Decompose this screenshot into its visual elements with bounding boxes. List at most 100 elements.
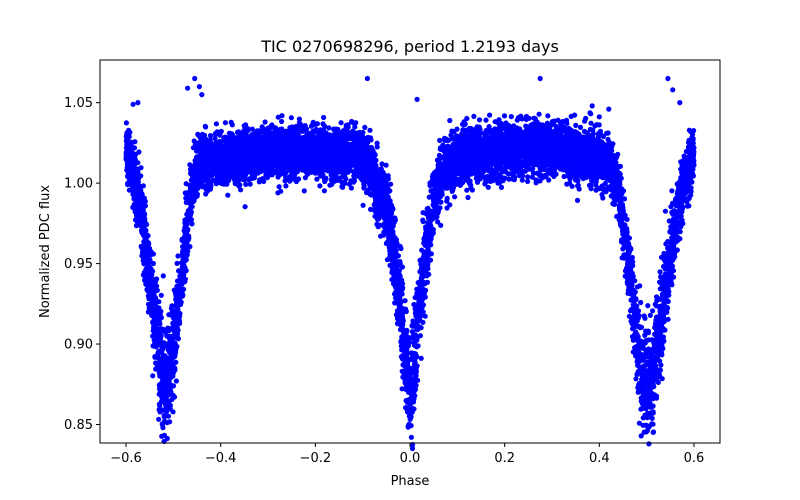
data-point: [573, 122, 579, 128]
data-point: [529, 174, 535, 180]
data-point: [485, 184, 491, 190]
data-point: [639, 373, 645, 379]
data-point: [447, 202, 453, 208]
data-point: [362, 124, 368, 130]
data-point: [381, 232, 387, 238]
data-point: [438, 222, 444, 228]
data-point: [360, 129, 366, 136]
data-point: [530, 170, 537, 176]
data-point: [508, 114, 514, 120]
data-point: [422, 313, 428, 319]
data-point: [173, 378, 179, 384]
data-point: [225, 192, 231, 198]
data-point: [290, 129, 296, 135]
data-point: [262, 119, 268, 125]
data-point: [282, 178, 288, 184]
data-point: [339, 179, 345, 185]
data-point: [582, 118, 588, 124]
data-point: [426, 194, 432, 200]
data-point: [226, 130, 232, 136]
data-point: [301, 188, 307, 194]
data-point: [388, 181, 394, 187]
data-point: [437, 137, 443, 143]
data-point: [600, 133, 607, 139]
data-point: [164, 435, 170, 442]
data-point: [483, 179, 489, 185]
data-point: [483, 117, 489, 123]
data-point: [360, 202, 366, 208]
data-point: [654, 294, 660, 300]
data-point: [275, 114, 281, 120]
data-point: [596, 122, 602, 128]
data-point: [519, 177, 525, 183]
data-point: [213, 121, 219, 127]
data-point: [663, 241, 669, 247]
data-point: [229, 122, 235, 128]
data-point: [326, 125, 332, 131]
data-point: [283, 174, 289, 180]
data-point: [688, 192, 694, 198]
data-point: [564, 181, 570, 187]
data-point: [276, 184, 282, 190]
data-point: [150, 260, 156, 267]
data-point: [156, 407, 162, 413]
data-point: [352, 124, 358, 130]
data-point: [657, 269, 663, 275]
data-points-layer: [123, 75, 697, 452]
data-point: [498, 184, 505, 190]
data-point: [283, 183, 289, 189]
data-point: [429, 177, 435, 184]
data-point: [374, 140, 380, 146]
data-point: [444, 198, 450, 204]
data-point: [212, 135, 218, 141]
data-point: [471, 113, 477, 119]
data-point: [638, 299, 644, 306]
data-point: [174, 260, 180, 266]
data-point: [246, 177, 252, 183]
data-point: [154, 287, 160, 293]
data-point: [650, 429, 656, 435]
data-point: [435, 219, 441, 225]
data-point: [638, 433, 644, 439]
data-point: [132, 139, 138, 145]
data-point: [242, 204, 248, 210]
data-point: [321, 188, 327, 194]
data-point: [329, 181, 335, 187]
data-point: [189, 221, 195, 227]
data-point: [278, 188, 284, 194]
data-point: [487, 112, 493, 118]
chart-title: TIC 0270698296, period 1.2193 days: [260, 37, 559, 56]
data-point: [368, 206, 374, 212]
data-point: [601, 187, 607, 193]
data-point: [533, 177, 539, 183]
data-point: [249, 126, 255, 132]
data-point: [592, 123, 598, 129]
data-point: [640, 415, 646, 421]
data-point: [279, 118, 285, 125]
data-point: [574, 197, 581, 203]
data-point: [348, 185, 354, 191]
data-point: [658, 362, 664, 368]
data-point: [501, 113, 508, 119]
data-point: [683, 198, 689, 204]
data-point: [658, 254, 665, 260]
data-point: [575, 178, 581, 184]
data-point: [662, 208, 669, 214]
data-point: [546, 177, 552, 183]
data-point: [420, 218, 426, 225]
data-point: [317, 183, 323, 189]
data-point: [593, 182, 599, 188]
data-point: [536, 111, 542, 117]
data-point: [231, 176, 237, 182]
data-point: [153, 300, 159, 306]
data-point: [296, 116, 302, 122]
data-point: [418, 355, 424, 361]
data-point: [247, 181, 253, 187]
data-point: [545, 113, 551, 119]
data-point: [650, 308, 656, 314]
data-point: [379, 161, 385, 167]
data-point: [314, 176, 320, 182]
data-point: [367, 127, 373, 133]
data-point: [153, 360, 159, 366]
